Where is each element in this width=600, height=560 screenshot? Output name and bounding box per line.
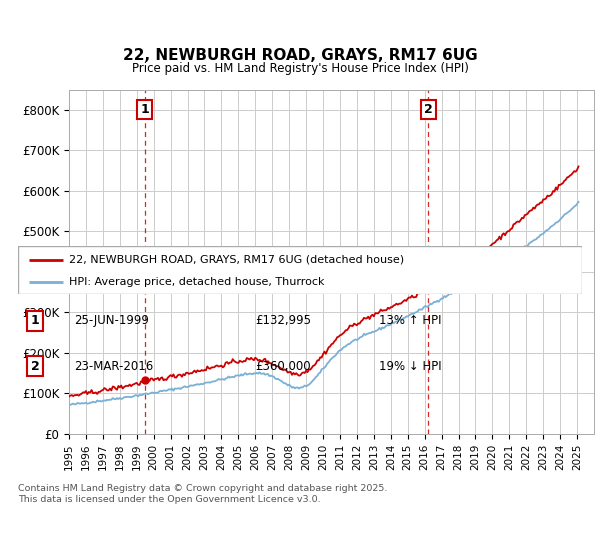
- Text: 1: 1: [31, 314, 39, 327]
- Text: Contains HM Land Registry data © Crown copyright and database right 2025.
This d: Contains HM Land Registry data © Crown c…: [18, 484, 388, 504]
- Text: Price paid vs. HM Land Registry's House Price Index (HPI): Price paid vs. HM Land Registry's House …: [131, 62, 469, 76]
- Text: 25-JUN-1999: 25-JUN-1999: [74, 314, 149, 327]
- Text: 22, NEWBURGH ROAD, GRAYS, RM17 6UG: 22, NEWBURGH ROAD, GRAYS, RM17 6UG: [122, 49, 478, 63]
- Text: 13% ↑ HPI: 13% ↑ HPI: [379, 314, 442, 327]
- Text: £360,000: £360,000: [255, 360, 311, 373]
- Text: 2: 2: [424, 104, 433, 116]
- Text: HPI: Average price, detached house, Thurrock: HPI: Average price, detached house, Thur…: [69, 277, 324, 287]
- Text: 23-MAR-2016: 23-MAR-2016: [74, 360, 154, 373]
- Text: £132,995: £132,995: [255, 314, 311, 327]
- Text: 2: 2: [31, 360, 39, 373]
- Text: 1: 1: [140, 104, 149, 116]
- FancyBboxPatch shape: [18, 246, 582, 294]
- Text: 19% ↓ HPI: 19% ↓ HPI: [379, 360, 442, 373]
- Text: 22, NEWBURGH ROAD, GRAYS, RM17 6UG (detached house): 22, NEWBURGH ROAD, GRAYS, RM17 6UG (deta…: [69, 255, 404, 265]
